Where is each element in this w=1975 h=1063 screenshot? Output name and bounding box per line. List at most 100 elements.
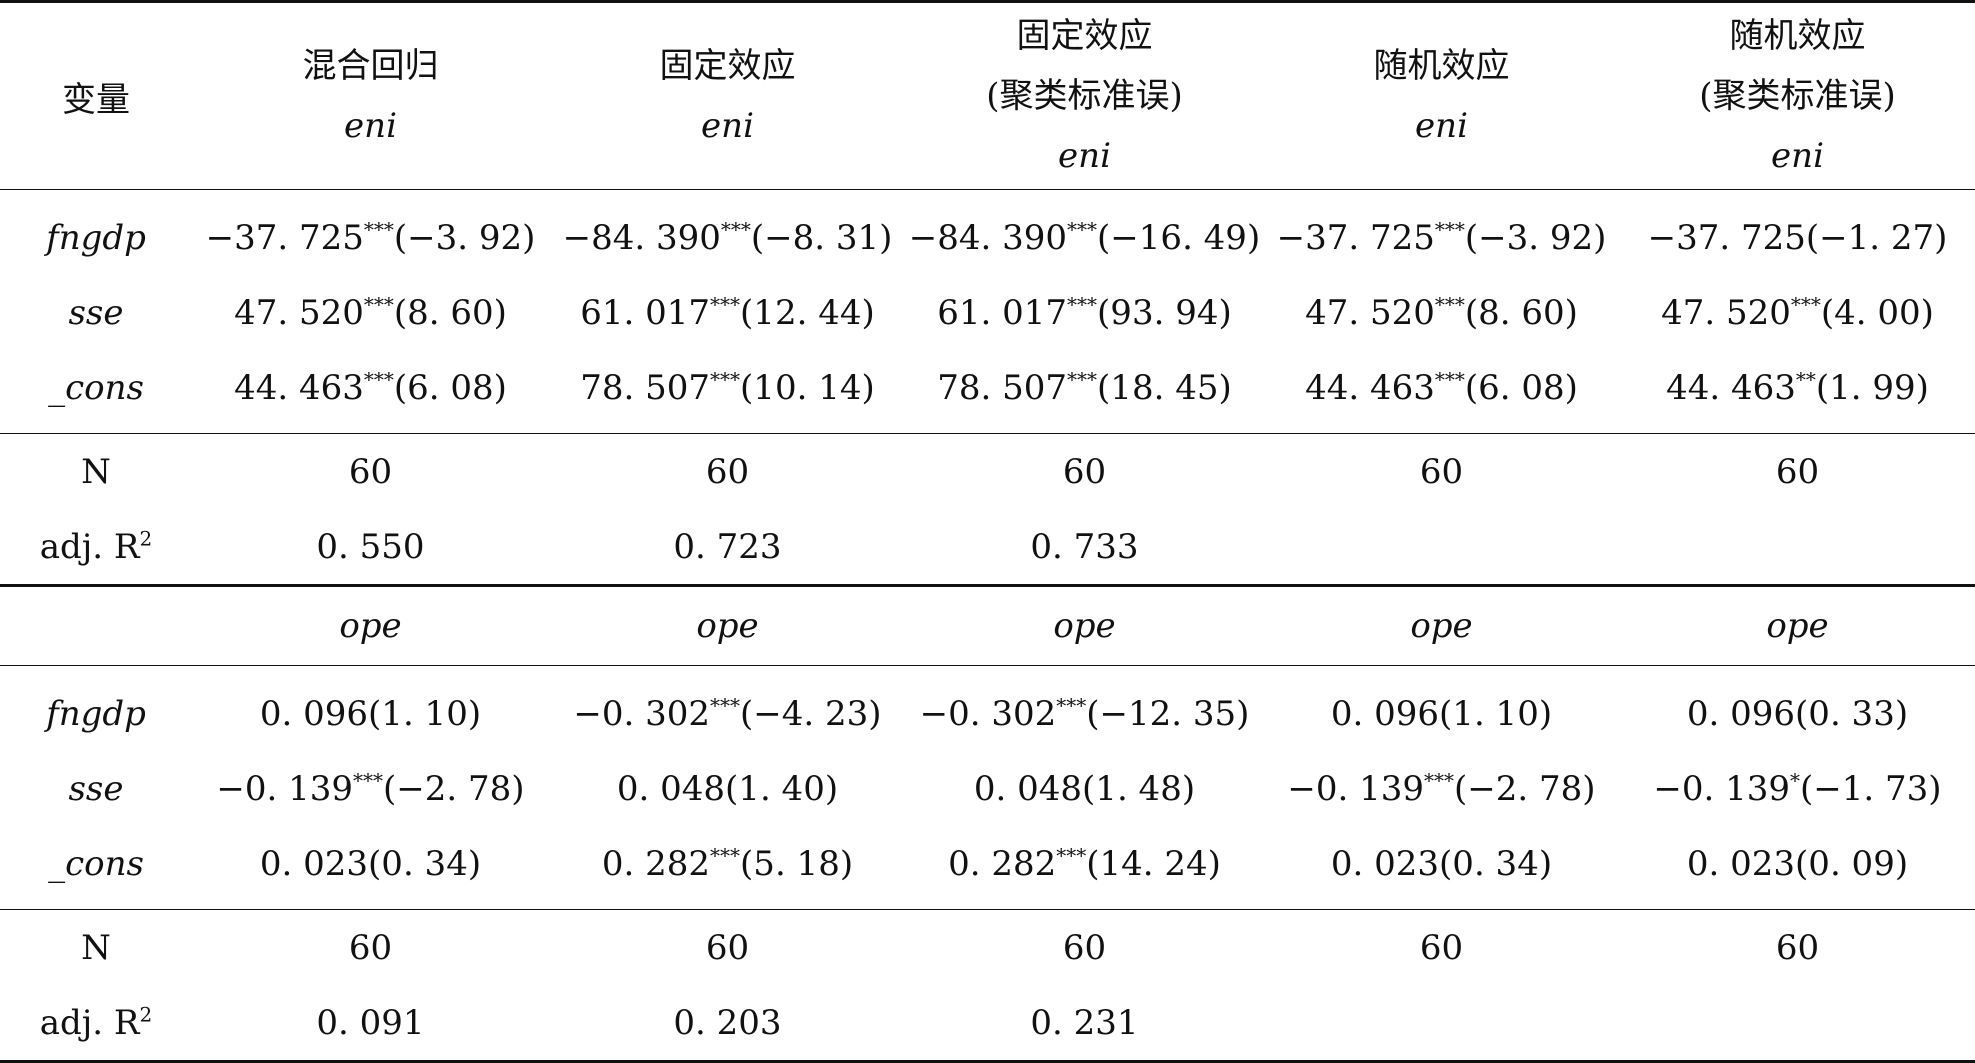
panel1-body: fngdp −37. 725***(−3. 92) −84. 390***(−8. … <box>0 189 1975 586</box>
coef-cell: 0. 048(1. 48) <box>906 751 1263 826</box>
t-stat: (−16. 49) <box>1097 217 1261 258</box>
t-stat: (4. 00) <box>1820 292 1934 333</box>
coef-value: −0. 139 <box>216 768 354 809</box>
n-value: 60 <box>1775 927 1820 968</box>
coef-value: 78. 507 <box>937 367 1068 408</box>
variable-name: fngdp <box>46 217 146 258</box>
coef-cell: 0. 048(1. 40) <box>549 751 906 826</box>
t-stat: (−1. 27) <box>1805 217 1948 258</box>
t-stat: (14. 24) <box>1086 843 1221 884</box>
adj-r2-label: adj. R2 <box>0 509 192 586</box>
t-stat: (8. 60) <box>1464 292 1578 333</box>
adj-r2-label: adj. R2 <box>0 985 192 1062</box>
coef-value: 44. 463 <box>234 367 364 408</box>
n-value: 60 <box>1062 451 1107 492</box>
header-col-5: 随机效应 (聚类标准误) eni <box>1620 2 1975 190</box>
coef-value: 47. 520 <box>234 292 364 333</box>
panel2-body: ope ope ope ope ope fngdp 0. 096(1. 10) −0. 302… <box>0 585 1975 1062</box>
coef-value: 0. 048 <box>616 768 726 809</box>
coef-value: −0. 139 <box>1653 768 1791 809</box>
coef-value: −84. 390 <box>562 217 721 258</box>
adj-r2-text: adj. R <box>39 526 140 567</box>
table-row: sse 47. 520***(8. 60) 61. 017***(12. 44) 61… <box>0 275 1975 350</box>
significance-stars: *** <box>1067 292 1098 317</box>
coef-value: 47. 520 <box>1305 292 1435 333</box>
coef-cell: 0. 096(0. 33) <box>1620 666 1975 752</box>
col-5-dep: eni <box>1771 136 1824 176</box>
col-4-title: 随机效应 <box>1373 46 1510 86</box>
coef-cell: 0. 023(0. 09) <box>1620 826 1975 910</box>
coef-cell: 47. 520***(8. 60) <box>192 275 549 350</box>
coef-value: 0. 282 <box>948 843 1057 884</box>
coef-cell: 61. 017***(12. 44) <box>549 275 906 350</box>
significance-stars: *** <box>1056 843 1087 868</box>
t-stat: (93. 94) <box>1097 292 1232 333</box>
coef-cell: 0. 282***(5. 18) <box>549 826 906 910</box>
coef-value: 78. 507 <box>580 367 711 408</box>
significance-stars: * <box>1790 768 1801 793</box>
t-stat: (1. 99) <box>1815 367 1929 408</box>
coef-cell: 47. 520***(8. 60) <box>1263 275 1620 350</box>
col-3-title2: (聚类标准误) <box>986 76 1183 116</box>
col-1-dep: eni <box>344 106 397 146</box>
coef-cell: 0. 023(0. 34) <box>1263 826 1620 910</box>
t-stat: (−4. 23) <box>740 693 882 734</box>
table-row: sse −0. 139***(−2. 78) 0. 048(1. 40) 0. 048… <box>0 751 1975 826</box>
coef-cell: −84. 390***(−16. 49) <box>906 190 1263 276</box>
coef-value: 0. 096 <box>1330 693 1440 734</box>
significance-stars: *** <box>710 292 741 317</box>
dep-var-cell: ope <box>1053 606 1116 646</box>
coef-cell: −0. 302***(−4. 23) <box>549 666 906 752</box>
t-stat: (0. 33) <box>1795 693 1909 734</box>
t-stat: (0. 34) <box>368 843 482 884</box>
header-row: 变量 混合回归 eni 固定效应 eni 固定效应 (聚类标准误) eni 随机… <box>0 1 1975 190</box>
col-5-title2: (聚类标准误) <box>1699 76 1896 116</box>
coef-value: 47. 520 <box>1661 292 1791 333</box>
table-row: _cons 0. 023(0. 34) 0. 282***(5. 18) 0. 282… <box>0 826 1975 910</box>
adj-r2-value: 0. 091 <box>316 1002 425 1043</box>
coef-value: −0. 302 <box>573 693 711 734</box>
n-value: 60 <box>1775 451 1820 492</box>
adj-r2-text: adj. R <box>39 1002 140 1043</box>
header-col-2: 固定效应 eni <box>549 2 906 190</box>
t-stat: (−3. 92) <box>393 217 536 258</box>
col-3-title: 固定效应 <box>1016 16 1153 56</box>
col-4-dep: eni <box>1415 106 1468 146</box>
t-stat: (−3. 92) <box>1464 217 1607 258</box>
coef-cell: −0. 139*(−1. 73) <box>1620 751 1975 826</box>
significance-stars: *** <box>1424 768 1455 793</box>
significance-stars: *** <box>1790 292 1821 317</box>
significance-stars: *** <box>1434 367 1465 392</box>
significance-stars: *** <box>710 367 741 392</box>
col-2-title: 固定效应 <box>659 46 796 86</box>
coef-value: 44. 463 <box>1305 367 1435 408</box>
t-stat: (−8. 31) <box>750 217 893 258</box>
variable-name: _cons <box>48 843 144 884</box>
n-label: N <box>81 451 111 492</box>
t-stat: (10. 14) <box>740 367 875 408</box>
significance-stars: *** <box>363 292 394 317</box>
r2-superscript: 2 <box>139 1002 153 1027</box>
col-3-dep: eni <box>1058 136 1111 176</box>
t-stat: (1. 40) <box>725 768 839 809</box>
coef-value: 61. 017 <box>580 292 711 333</box>
t-stat: (5. 18) <box>740 843 854 884</box>
header-col-4: 随机效应 eni <box>1263 2 1620 190</box>
coef-value: −0. 139 <box>1287 768 1425 809</box>
coef-value: 0. 096 <box>1686 693 1796 734</box>
coef-value: −84. 390 <box>908 217 1068 258</box>
coef-cell: 0. 096(1. 10) <box>1263 666 1620 752</box>
significance-stars: *** <box>720 217 751 242</box>
dep-var-cell: ope <box>696 606 759 646</box>
variable-name: fngdp <box>46 693 146 734</box>
variable-name: sse <box>68 768 124 809</box>
adj-r2-row: adj. R2 0. 550 0. 723 0. 733 <box>0 509 1975 586</box>
header-col-1: 混合回归 eni <box>192 2 549 190</box>
significance-stars: ** <box>1795 367 1816 392</box>
coef-cell: 0. 023(0. 34) <box>192 826 549 910</box>
t-stat: (1. 10) <box>368 693 482 734</box>
coef-cell: 44. 463***(6. 08) <box>192 350 549 434</box>
variable-name: _cons <box>48 367 144 408</box>
